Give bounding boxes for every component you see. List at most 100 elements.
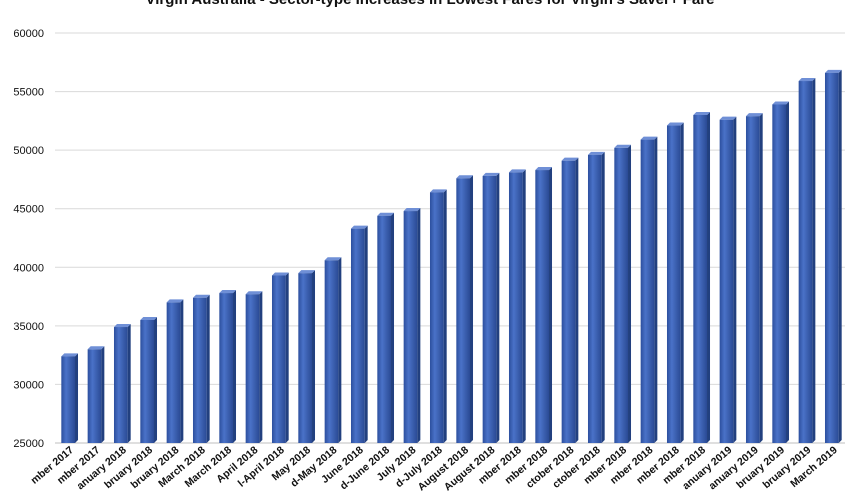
y-tick-label: 30000 — [13, 379, 44, 391]
bar-side — [654, 136, 658, 443]
bar-face — [245, 294, 260, 443]
y-axis: 25000 30000 35000 40000 45000 50000 55000 60000 — [13, 28, 44, 450]
bar-face — [824, 72, 839, 443]
bar-top — [666, 122, 684, 126]
bar — [298, 270, 316, 443]
bar-face — [482, 175, 497, 443]
bar — [640, 136, 658, 443]
bar-face — [666, 125, 681, 444]
y-tick-label: 25000 — [13, 438, 44, 450]
bar-side — [285, 272, 289, 443]
bar — [456, 175, 474, 443]
bar — [429, 189, 447, 443]
bar-side — [707, 112, 711, 443]
bar-top — [824, 69, 842, 73]
bar-side — [759, 113, 763, 444]
bar-top — [798, 78, 816, 82]
bar — [140, 317, 158, 443]
bar-face — [298, 273, 313, 443]
bar-side — [312, 270, 316, 443]
bar-face — [192, 297, 207, 443]
bar-face — [798, 81, 813, 444]
bar — [772, 101, 790, 443]
gridlines — [55, 32, 845, 444]
bar-top — [745, 113, 763, 117]
bar — [61, 353, 79, 443]
bar-face — [140, 320, 155, 443]
bar-top — [245, 291, 263, 295]
bar — [587, 151, 605, 444]
bar-side — [786, 101, 790, 443]
bar-face — [745, 116, 760, 444]
bar-side — [733, 116, 737, 443]
bar-top — [693, 112, 711, 115]
bar-side — [680, 122, 684, 444]
bar — [403, 208, 421, 443]
bar-side — [338, 257, 342, 443]
bar-side — [628, 144, 632, 444]
bar — [824, 69, 842, 443]
bar — [377, 212, 395, 443]
bar-side — [364, 225, 368, 443]
bar-face — [693, 115, 708, 443]
bar-top — [772, 101, 790, 105]
bar-top — [61, 353, 79, 357]
bar-face — [508, 172, 523, 443]
bar-top — [271, 272, 289, 276]
bar-side — [496, 172, 500, 443]
bar-side — [259, 291, 263, 443]
bar — [113, 324, 131, 443]
bar-top — [87, 346, 105, 350]
bar — [666, 122, 684, 444]
y-tick-label: 40000 — [13, 262, 44, 274]
bar-face — [640, 139, 655, 443]
bar — [192, 294, 210, 443]
bar-side — [417, 208, 421, 443]
bar-face — [614, 147, 629, 444]
bar-face — [587, 154, 602, 444]
bars — [61, 69, 842, 444]
bar-top — [113, 324, 131, 328]
bar-face — [219, 293, 234, 443]
bar-face — [561, 160, 576, 443]
y-tick-label: 60000 — [13, 28, 44, 40]
bar-side — [601, 151, 605, 444]
bar-face — [772, 104, 787, 443]
bar-top — [298, 270, 316, 274]
bar-top — [219, 290, 237, 294]
bar-top — [719, 116, 737, 120]
bar-face — [429, 192, 444, 443]
bar-side — [470, 175, 474, 443]
bar — [798, 78, 816, 444]
bar-face — [535, 170, 550, 444]
bar-side — [233, 290, 237, 443]
bar-side — [101, 346, 105, 443]
bar-top — [456, 175, 474, 179]
bar — [745, 113, 763, 444]
y-tick-label: 35000 — [13, 321, 44, 333]
bar — [271, 272, 289, 443]
bar-face — [113, 327, 128, 443]
bar-side — [180, 299, 184, 443]
bar-side — [391, 212, 395, 443]
bar-side — [575, 157, 579, 443]
y-tick-label: 55000 — [13, 87, 44, 99]
bar-face — [324, 260, 339, 443]
bar-top — [166, 299, 184, 303]
bar-top — [140, 317, 158, 320]
bar-top — [561, 157, 579, 161]
bar-face — [403, 211, 418, 443]
bar-side — [549, 167, 553, 444]
bar-top — [324, 257, 342, 261]
y-tick-label: 45000 — [13, 204, 44, 216]
bar-top — [403, 208, 421, 212]
chart-title: Virgin Australia - Sector-type Increases… — [0, 0, 860, 8]
bar — [614, 144, 632, 444]
bar — [245, 291, 263, 443]
bar-face — [456, 178, 471, 443]
bar-side — [838, 69, 842, 443]
bar — [693, 112, 711, 443]
bar — [535, 167, 553, 444]
bar-top — [377, 212, 395, 216]
